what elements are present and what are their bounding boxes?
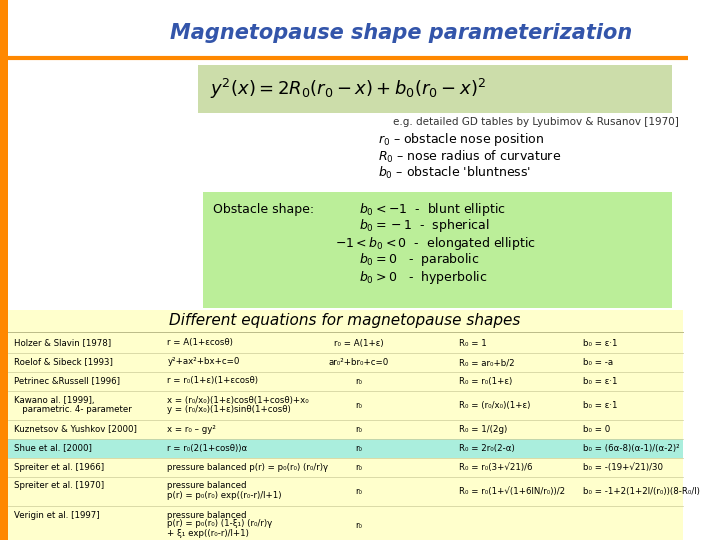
Text: Verigin et al. [1997]: Verigin et al. [1997] xyxy=(14,510,100,519)
Text: Kawano al. [1999],: Kawano al. [1999], xyxy=(14,395,95,404)
Text: r₀: r₀ xyxy=(355,377,362,386)
Text: r₀: r₀ xyxy=(355,521,362,530)
Text: b₀ = ε·1: b₀ = ε·1 xyxy=(583,377,618,386)
Text: r₀: r₀ xyxy=(355,401,362,410)
Text: $b_0 > 0$   -  hyperbolic: $b_0 > 0$ - hyperbolic xyxy=(359,268,487,286)
Text: x = (r₀/x₀)(1+ε)cosθ(1+cosθ)+x₀: x = (r₀/x₀)(1+ε)cosθ(1+cosθ)+x₀ xyxy=(167,395,309,404)
Text: $r_0$ – obstacle nose position: $r_0$ – obstacle nose position xyxy=(378,132,544,148)
Text: $b_0 = 0$   -  parabolic: $b_0 = 0$ - parabolic xyxy=(359,252,480,268)
Text: ar₀²+br₀+c=0: ar₀²+br₀+c=0 xyxy=(328,358,389,367)
Text: R₀ = r₀(1+ε): R₀ = r₀(1+ε) xyxy=(459,377,512,386)
Text: parametric. 4- parameter: parametric. 4- parameter xyxy=(14,404,132,414)
Text: b₀ = ε·1: b₀ = ε·1 xyxy=(583,339,618,348)
Text: r = A(1+εcosθ): r = A(1+εcosθ) xyxy=(167,339,233,348)
Text: Shue et al. [2000]: Shue et al. [2000] xyxy=(14,443,92,453)
FancyBboxPatch shape xyxy=(203,192,672,308)
Text: b₀ = (6α-8)(α-1)/(α-2)²: b₀ = (6α-8)(α-1)/(α-2)² xyxy=(583,444,680,453)
Text: $R_0$ – nose radius of curvature: $R_0$ – nose radius of curvature xyxy=(378,149,561,165)
Text: x = r₀ – gy²: x = r₀ – gy² xyxy=(167,424,216,434)
Text: R₀ = (r₀/x₀)(1+ε): R₀ = (r₀/x₀)(1+ε) xyxy=(459,401,531,410)
Text: R₀ = 2r₀(2-α): R₀ = 2r₀(2-α) xyxy=(459,444,515,453)
Text: r₀: r₀ xyxy=(355,425,362,434)
Text: r₀: r₀ xyxy=(355,487,362,496)
Text: Spreiter et al. [1970]: Spreiter et al. [1970] xyxy=(14,482,104,490)
FancyBboxPatch shape xyxy=(198,65,672,113)
FancyBboxPatch shape xyxy=(8,439,683,458)
Text: Magnetopause shape parameterization: Magnetopause shape parameterization xyxy=(171,23,633,43)
Text: r₀ = A(1+ε): r₀ = A(1+ε) xyxy=(333,339,383,348)
Text: b₀ = 0: b₀ = 0 xyxy=(583,425,611,434)
Text: b₀ = -1+2(1+2l/(r₀))(8-R₀/l): b₀ = -1+2(1+2l/(r₀))(8-R₀/l) xyxy=(583,487,700,496)
Text: Kuznetsov & Yushkov [2000]: Kuznetsov & Yushkov [2000] xyxy=(14,424,138,434)
Text: b₀ = -a: b₀ = -a xyxy=(583,358,613,367)
Text: p(r) = p₀(r₀) (1-ξ₁) (r₀/r)γ: p(r) = p₀(r₀) (1-ξ₁) (r₀/r)γ xyxy=(167,519,273,529)
Text: + ξ₁ exp((r₀-r)/l+1): + ξ₁ exp((r₀-r)/l+1) xyxy=(167,529,249,537)
Text: $b_0$ – obstacle 'bluntness': $b_0$ – obstacle 'bluntness' xyxy=(378,165,531,181)
Text: R₀ = r₀(3+√21)/6: R₀ = r₀(3+√21)/6 xyxy=(459,463,532,472)
Text: r₀: r₀ xyxy=(355,444,362,453)
Text: Holzer & Slavin [1978]: Holzer & Slavin [1978] xyxy=(14,339,112,348)
Text: b₀ = ε·1: b₀ = ε·1 xyxy=(583,401,618,410)
Text: r = r₀(1+ε)(1+εcosθ): r = r₀(1+ε)(1+εcosθ) xyxy=(167,376,258,386)
Text: b₀ = -(19+√21)/30: b₀ = -(19+√21)/30 xyxy=(583,463,663,472)
Text: $b_0 = -1$  -  spherical: $b_0 = -1$ - spherical xyxy=(359,218,489,234)
Text: R₀ = 1: R₀ = 1 xyxy=(459,339,487,348)
Text: Spreiter et al. [1966]: Spreiter et al. [1966] xyxy=(14,462,104,471)
FancyBboxPatch shape xyxy=(8,310,683,540)
Text: R₀ = ar₀+b/2: R₀ = ar₀+b/2 xyxy=(459,358,515,367)
Text: r = r₀(2(1+cosθ))α: r = r₀(2(1+cosθ))α xyxy=(167,443,248,453)
Text: $b_0 < -1$  -  blunt elliptic: $b_0 < -1$ - blunt elliptic xyxy=(359,200,505,218)
Text: R₀ = 1/(2g): R₀ = 1/(2g) xyxy=(459,425,507,434)
FancyBboxPatch shape xyxy=(0,0,8,540)
Text: y²+ax²+bx+c=0: y²+ax²+bx+c=0 xyxy=(167,357,240,367)
Text: Obstacle shape:: Obstacle shape: xyxy=(213,202,315,215)
Text: pressure balanced p(r) = p₀(r₀) (r₀/r)γ: pressure balanced p(r) = p₀(r₀) (r₀/r)γ xyxy=(167,462,328,471)
Text: pressure balanced: pressure balanced xyxy=(167,482,247,490)
Text: y = (r₀/x₀)(1+ε)sinθ(1+cosθ): y = (r₀/x₀)(1+ε)sinθ(1+cosθ) xyxy=(167,404,291,414)
Text: pressure balanced: pressure balanced xyxy=(167,510,247,519)
Text: p(r) = p₀(r₀) exp((r₀-r)/l+1): p(r) = p₀(r₀) exp((r₀-r)/l+1) xyxy=(167,490,282,500)
Text: Roelof & Sibeck [1993]: Roelof & Sibeck [1993] xyxy=(14,357,113,367)
Text: Different equations for magnetopause shapes: Different equations for magnetopause sha… xyxy=(169,314,521,328)
Text: r₀: r₀ xyxy=(355,463,362,472)
Text: R₀ = r₀(1+√(1+6lN/r₀))/2: R₀ = r₀(1+√(1+6lN/r₀))/2 xyxy=(459,487,565,496)
Text: e.g. detailed GD tables by Lyubimov & Rusanov [1970]: e.g. detailed GD tables by Lyubimov & Ru… xyxy=(393,117,679,127)
Text: Petrinec &Russell [1996]: Petrinec &Russell [1996] xyxy=(14,376,120,386)
Text: $y^2(x) = 2R_0(r_0 - x) + b_0(r_0 - x)^2$: $y^2(x) = 2R_0(r_0 - x) + b_0(r_0 - x)^2… xyxy=(210,77,487,101)
Text: $-1 < b_0 < 0$  -  elongated elliptic: $-1 < b_0 < 0$ - elongated elliptic xyxy=(335,234,536,252)
